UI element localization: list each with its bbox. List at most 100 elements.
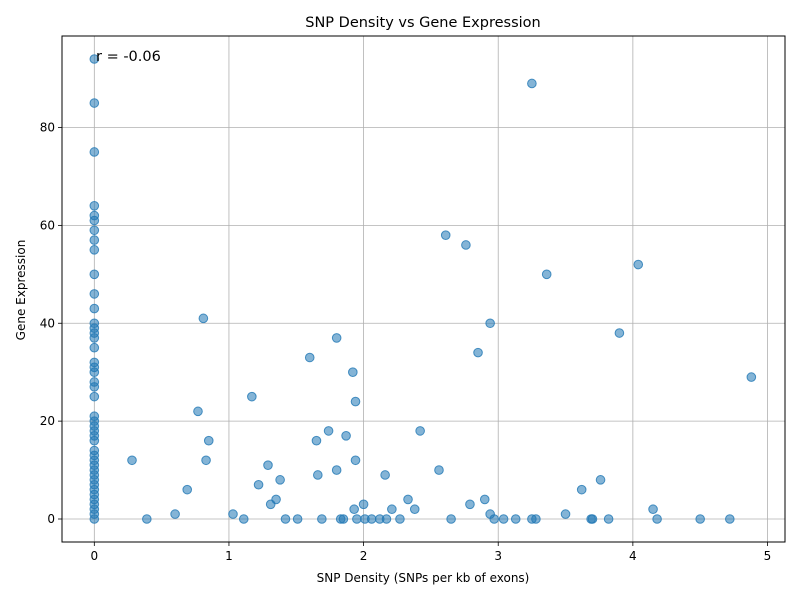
data-point: [527, 78, 537, 89]
data-point: [89, 514, 100, 524]
data-point: [323, 426, 334, 436]
data-point: [89, 303, 100, 314]
data-point: [633, 259, 644, 270]
data-point: [415, 426, 425, 436]
data-point: [358, 499, 369, 510]
data-point: [127, 455, 137, 466]
data-point: [724, 514, 735, 524]
data-point: [331, 333, 342, 343]
data-point: [89, 201, 100, 211]
data-point: [648, 504, 658, 515]
data-point: [263, 460, 273, 470]
data-point: [498, 514, 509, 524]
data-point: [271, 494, 281, 505]
data-point: [473, 347, 483, 358]
data-point: [331, 465, 342, 475]
y-tick-label: 40: [40, 316, 55, 330]
data-point: [142, 514, 152, 524]
data-point: [352, 514, 362, 524]
x-tick-label: 1: [225, 549, 233, 563]
data-point: [201, 455, 211, 466]
data-point: [341, 431, 351, 441]
data-point: [380, 470, 390, 480]
data-point: [381, 514, 392, 524]
data-point: [587, 514, 598, 524]
data-point: [446, 514, 456, 524]
data-point: [311, 435, 322, 446]
data-point: [440, 230, 451, 240]
data-point: [485, 318, 495, 329]
plot-frame: [61, 35, 786, 543]
grid-lines: [62, 36, 785, 542]
data-point: [89, 98, 100, 108]
data-point: [275, 475, 285, 485]
data-point: [403, 494, 413, 505]
data-point: [238, 514, 249, 524]
data-point: [228, 509, 238, 519]
x-tick-label: 4: [629, 549, 637, 563]
data-point: [89, 235, 100, 245]
correlation-annotation: r = -0.06: [96, 49, 161, 65]
data-point: [348, 367, 358, 377]
data-point: [89, 225, 100, 236]
data-point: [350, 455, 361, 466]
data-point: [366, 514, 377, 524]
data-point: [560, 509, 571, 519]
data-points: [89, 54, 757, 524]
data-point: [595, 475, 606, 485]
x-tick-label: 0: [90, 549, 98, 563]
data-point: [89, 391, 100, 402]
data-point: [198, 313, 209, 324]
data-point: [170, 509, 180, 519]
data-point: [89, 215, 100, 226]
axis-ticks: 0 1 2 3 4 5 0 20 40 60 80: [40, 121, 772, 563]
data-point: [89, 367, 100, 377]
data-point: [193, 406, 203, 417]
data-point: [746, 372, 757, 382]
x-tick-label: 3: [494, 549, 502, 563]
x-tick-label: 2: [360, 549, 368, 563]
data-point: [461, 240, 471, 250]
data-point: [89, 54, 100, 64]
data-point: [395, 514, 405, 524]
data-point: [465, 499, 475, 510]
data-point: [253, 479, 264, 490]
y-tick-label: 20: [40, 414, 55, 428]
data-point: [541, 269, 552, 280]
data-point: [695, 514, 705, 524]
data-point: [182, 484, 193, 495]
data-point: [350, 396, 361, 407]
data-point: [89, 435, 100, 446]
y-axis-label: Gene Expression: [14, 240, 28, 341]
data-point: [603, 514, 614, 524]
data-point: [531, 514, 541, 524]
data-point: [292, 514, 303, 524]
data-point: [387, 504, 397, 515]
data-point: [89, 289, 100, 299]
data-point: [652, 514, 662, 524]
data-point: [304, 352, 315, 363]
x-tick-label: 5: [764, 549, 772, 563]
y-tick-label: 60: [40, 218, 55, 232]
data-point: [434, 465, 444, 475]
x-axis-label: SNP Density (SNPs per kb of exons): [317, 571, 530, 585]
data-point: [203, 435, 214, 446]
data-point: [89, 245, 100, 255]
data-point: [349, 504, 359, 515]
data-point: [489, 514, 499, 524]
data-point: [247, 391, 257, 402]
data-point: [317, 514, 327, 524]
data-point: [280, 514, 291, 524]
data-point: [89, 269, 100, 280]
data-point: [89, 382, 100, 392]
data-point: [89, 333, 100, 343]
data-point: [576, 484, 587, 495]
y-tick-label: 80: [40, 121, 55, 135]
data-point: [510, 514, 521, 524]
chart-title: SNP Density vs Gene Expression: [305, 15, 540, 31]
data-point: [89, 342, 100, 353]
data-point: [338, 514, 349, 524]
data-point: [89, 147, 100, 157]
